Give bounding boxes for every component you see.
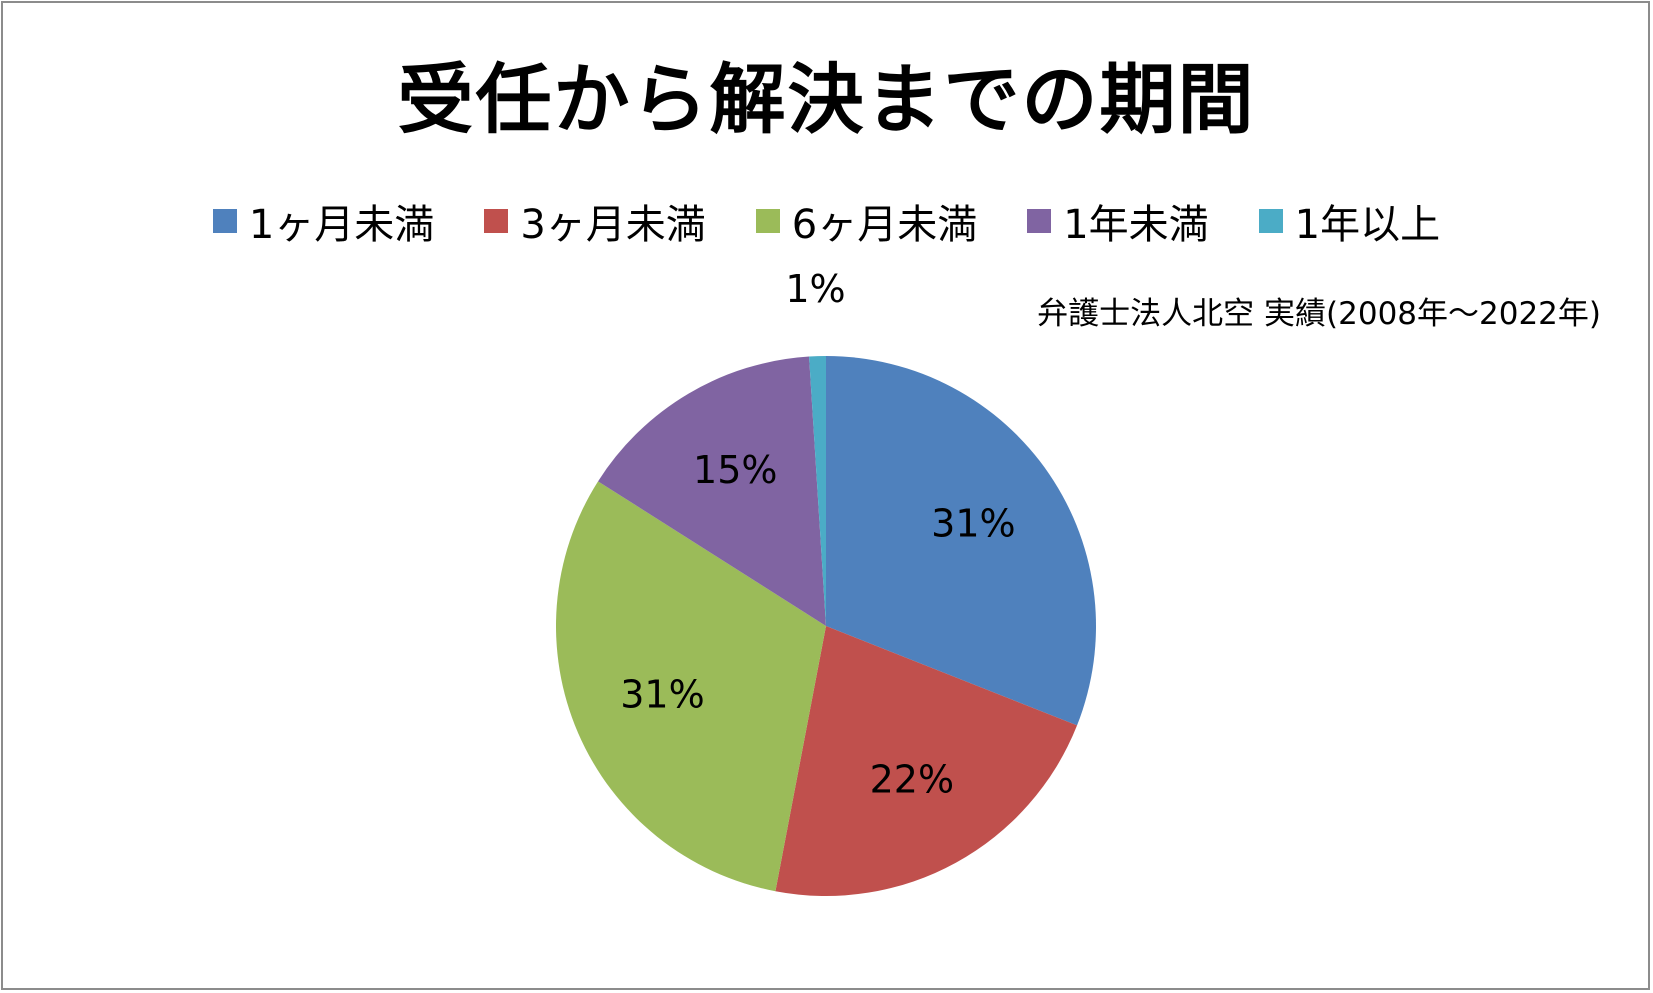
chart-title: 受任から解決までの期間 xyxy=(397,55,1256,144)
legend-label: 3ヶ月未満 xyxy=(520,202,706,248)
pie-slice-5 xyxy=(809,356,826,626)
pie-slice-1 xyxy=(826,356,1096,726)
pie-slice-3 xyxy=(556,481,826,892)
legend-item-2: 3ヶ月未満 xyxy=(484,192,706,250)
legend-item-1: 1ヶ月未満 xyxy=(212,192,435,250)
source-note: 弁護士法人北空 実績(2008年～2022年) xyxy=(1037,296,1601,332)
legend-swatch xyxy=(755,209,780,233)
legend-swatch xyxy=(484,209,509,233)
data-label-1: 31% xyxy=(931,501,1015,545)
data-label-3: 31% xyxy=(620,672,704,716)
legend-swatch xyxy=(1258,209,1283,233)
data-label-5: 1% xyxy=(785,267,845,311)
data-label-2: 22% xyxy=(870,758,954,802)
legend-item-5: 1年以上 xyxy=(1258,192,1441,250)
legend-swatch xyxy=(212,209,237,233)
legend-label: 1年以上 xyxy=(1294,202,1441,248)
pie-slice-2 xyxy=(775,626,1078,896)
legend-label: 6ヶ月未満 xyxy=(791,202,978,248)
legend-item-4: 1年未満 xyxy=(1027,192,1209,250)
legend-label: 1年未満 xyxy=(1063,202,1209,248)
pie-slice-4 xyxy=(598,356,826,626)
legend-label: 1ヶ月未満 xyxy=(248,202,435,248)
data-label-4: 15% xyxy=(693,448,777,492)
legend: 1ヶ月未満 3ヶ月未満 6ヶ月未満 1年未満 1年以上 xyxy=(0,192,1653,250)
legend-item-3: 6ヶ月未満 xyxy=(755,192,978,250)
legend-swatch xyxy=(1027,209,1052,233)
